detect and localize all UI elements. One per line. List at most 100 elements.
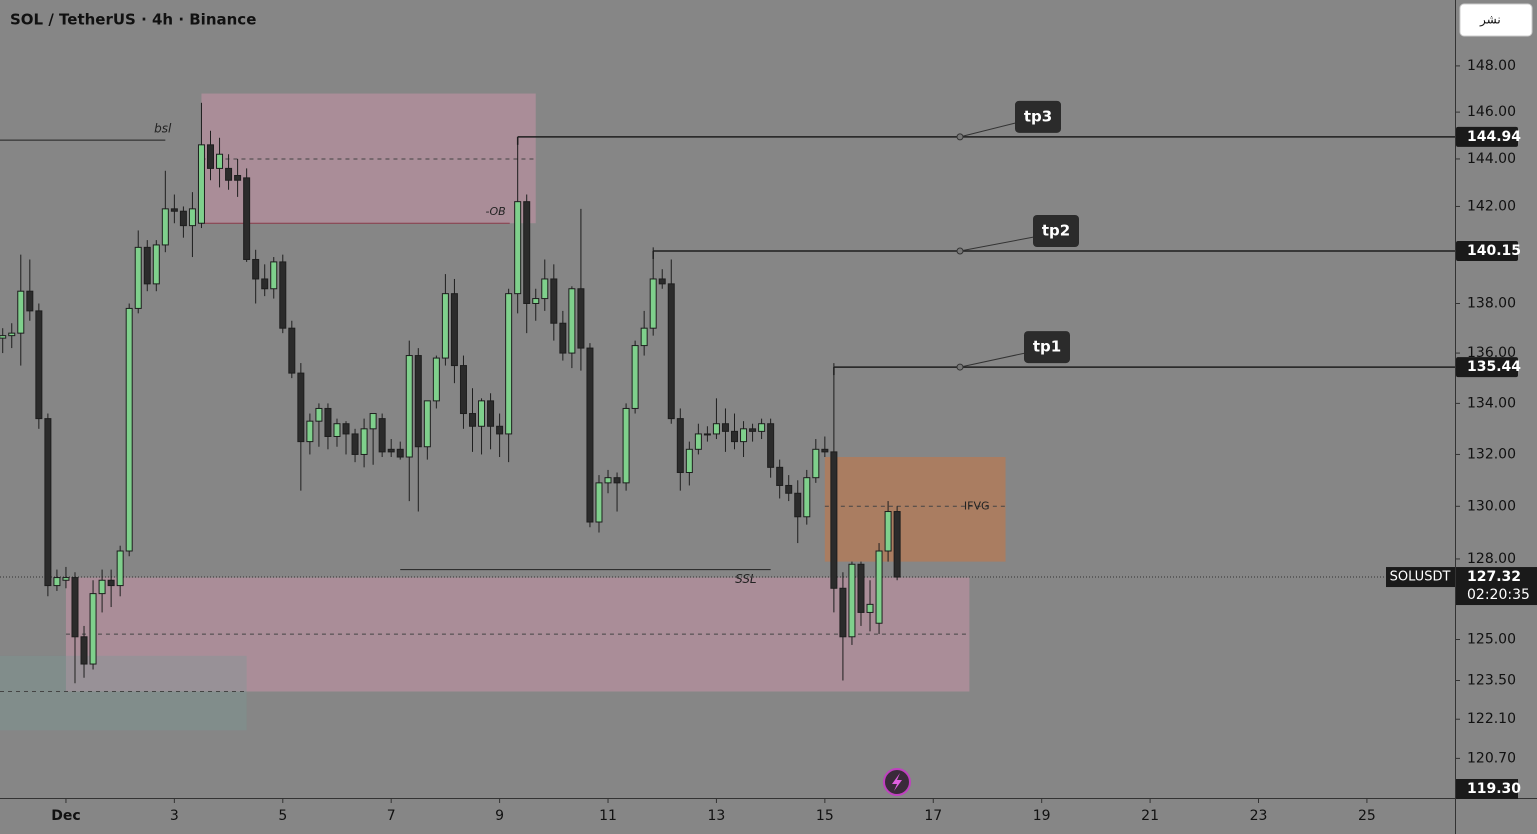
candle-body [17, 290, 25, 334]
x-tick-label: 7 [387, 808, 396, 824]
lightning-bolt[interactable] [892, 773, 902, 791]
candle-body [170, 208, 178, 212]
target-tag [1015, 100, 1061, 133]
lightning-icon[interactable] [883, 768, 911, 796]
x-tick-label: 11 [599, 808, 617, 824]
target-price-label: 135.44 [1467, 359, 1521, 375]
target-tag [1024, 331, 1070, 364]
candle-body [857, 563, 865, 613]
candle-body [667, 283, 675, 420]
candle-body [26, 290, 34, 312]
x-tick-label: Dec [51, 808, 80, 824]
chart-title: SOL / TetherUS · 4h · Binance [10, 11, 256, 29]
zone-label: -OB [486, 205, 506, 218]
last-price-label: 127.32 [1467, 569, 1521, 585]
y-tick-label: 136.00 [1467, 345, 1516, 361]
x-tick-label: 19 [1033, 808, 1051, 824]
y-tick-label: 148.00 [1467, 58, 1516, 74]
candle-body [261, 278, 269, 290]
candle-body [134, 246, 142, 309]
candle-body [640, 327, 648, 347]
y-tick-label: 138.00 [1467, 295, 1516, 311]
candle-body [658, 278, 666, 285]
candle-body [622, 407, 630, 484]
candle-body [694, 433, 702, 450]
candle-body [848, 563, 856, 638]
candle-body [559, 322, 567, 354]
candle-body [432, 357, 440, 402]
y-tick-label: 123.50 [1467, 672, 1516, 688]
target-price-label: 140.15 [1467, 243, 1521, 259]
y-tick-label: 142.00 [1467, 198, 1516, 214]
candle-body [396, 448, 404, 458]
publish-button[interactable] [1459, 3, 1533, 37]
target-tag-label: tp1 [1033, 338, 1061, 356]
candle-body [297, 372, 305, 443]
zone [0, 655, 247, 731]
candle-body [541, 278, 549, 300]
candle-body [749, 428, 757, 432]
candle-body [342, 423, 350, 435]
target-tag [1033, 214, 1079, 247]
candle-body [703, 433, 711, 436]
candle-body [98, 579, 106, 595]
candle-body [776, 466, 784, 486]
candle-body [676, 418, 684, 474]
candle-body [441, 293, 449, 359]
candle-body [324, 407, 332, 437]
candle-body [207, 144, 215, 169]
candle-body [631, 345, 639, 409]
target-callout [959, 236, 1035, 252]
candle-body [812, 448, 820, 479]
candle-body [360, 428, 368, 455]
candle-body [478, 400, 486, 427]
candle-body [514, 201, 522, 295]
candle-body [125, 307, 133, 552]
symbol-box [1386, 567, 1455, 588]
candle-body [152, 244, 160, 285]
candle-body [450, 293, 458, 367]
x-tick-label: 5 [278, 808, 287, 824]
y-tick-label: 146.00 [1467, 104, 1516, 120]
candle-body [216, 153, 224, 169]
candle-body [53, 577, 61, 587]
y-tick-label: 120.70 [1467, 750, 1516, 766]
target-tag-label: tp3 [1024, 107, 1052, 125]
candle-body [279, 261, 287, 329]
x-tick-label: 15 [816, 808, 834, 824]
candle-body [595, 482, 603, 523]
candle-body [884, 511, 892, 552]
target-price-label: 144.94 [1467, 129, 1521, 145]
candle-body [577, 288, 585, 349]
candle-body [839, 587, 847, 638]
candle-body [315, 407, 323, 422]
candle-body [685, 448, 693, 474]
candle-body [351, 433, 359, 455]
y-tick-label: 128.00 [1467, 551, 1516, 567]
candle-body [568, 288, 576, 354]
target-anchor [956, 247, 964, 255]
candle-body [496, 425, 504, 435]
candle-body [712, 423, 720, 435]
y-tick-label: 130.00 [1467, 498, 1516, 514]
zone [824, 457, 1006, 562]
candle-body [767, 423, 775, 468]
candle-body [270, 261, 278, 290]
target-price-box [1456, 126, 1518, 147]
x-tick-label: 17 [924, 808, 942, 824]
candle-body [116, 550, 124, 587]
target-price-box [1456, 240, 1518, 261]
target-callout [959, 352, 1026, 368]
candle-body [550, 278, 558, 324]
liquidity-label: bsl [154, 122, 172, 136]
publish-button-label[interactable]: نشر [1479, 13, 1501, 28]
candle-body [107, 579, 115, 587]
x-tick-label: 25 [1358, 808, 1376, 824]
candle-body [143, 246, 151, 285]
candle-body [821, 448, 829, 453]
candle-body [740, 428, 748, 443]
liquidity-label: SSL [735, 572, 757, 586]
candle-body [80, 636, 88, 665]
